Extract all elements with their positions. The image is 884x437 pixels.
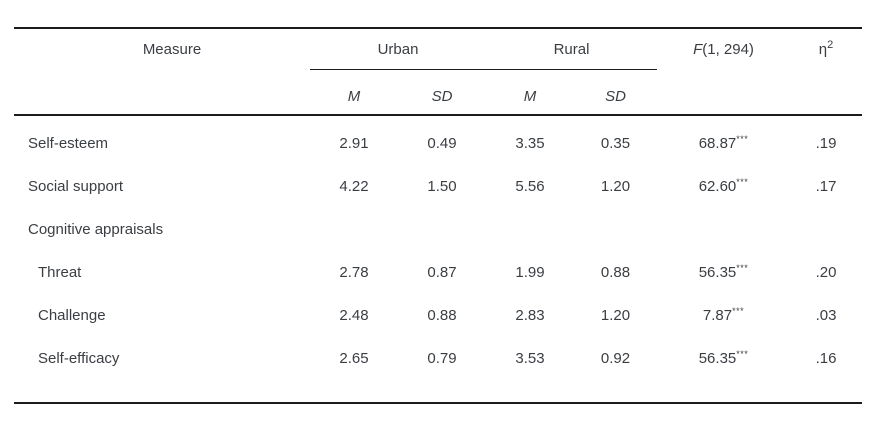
row-label: Threat — [38, 264, 82, 281]
cell-urban-m: 4.22 — [339, 178, 369, 195]
significance-asterisks: *** — [736, 177, 749, 187]
row-label: Cognitive appraisals — [28, 221, 164, 238]
cell-eta-squared: .03 — [815, 307, 837, 324]
empty-header-cell — [14, 88, 310, 96]
measure-column-header: Measure — [142, 40, 202, 58]
header-bottom-rule — [14, 114, 862, 116]
eta-exponent: 2 — [827, 38, 834, 51]
cell-f-statistic: 62.60*** — [657, 177, 790, 196]
empty-header-cell — [657, 88, 790, 96]
cell-urban-sd: 0.79 — [427, 350, 457, 367]
f-value: 56.35 — [698, 350, 737, 367]
eta-squared-column-header: η2 — [790, 38, 862, 58]
urban-sd-header: SD — [431, 87, 453, 105]
cell-urban-m: 2.48 — [339, 307, 369, 324]
significance-asterisks: *** — [736, 263, 749, 273]
row-label: Challenge — [38, 307, 106, 324]
anova-table: Measure Urban Rural F(1, 294) η2 M SD M … — [14, 27, 862, 404]
empty-header-cell — [790, 88, 862, 96]
cell-rural-sd: 0.88 — [600, 264, 631, 281]
cell-f-statistic: 56.35*** — [657, 263, 790, 282]
cell-rural-sd: 0.35 — [600, 135, 631, 152]
table-row-self-efficacy: Self-efficacy 2.65 0.79 3.53 0.92 56.35*… — [14, 337, 862, 380]
cell-urban-sd: 0.87 — [427, 264, 457, 281]
cell-rural-m: 5.56 — [515, 178, 545, 195]
significance-asterisks: *** — [736, 134, 749, 144]
table-top-rule — [14, 27, 862, 29]
cell-rural-m: 3.53 — [515, 350, 545, 367]
row-label: Self-efficacy — [38, 350, 120, 367]
cell-eta-squared: .16 — [815, 350, 837, 367]
cell-eta-squared: .20 — [815, 264, 837, 281]
cell-rural-m: 2.83 — [515, 307, 545, 324]
cell-urban-sd: 1.50 — [427, 178, 457, 195]
cell-eta-squared: .17 — [815, 178, 837, 195]
table-row-cognitive-appraisals: Cognitive appraisals — [14, 208, 862, 251]
urban-mean-header: M — [347, 87, 361, 105]
f-value: 7.87 — [702, 307, 733, 324]
cell-urban-m: 2.91 — [339, 135, 369, 152]
table-group-header-row: Measure Urban Rural F(1, 294) η2 — [14, 29, 862, 69]
cell-urban-m: 2.78 — [339, 264, 369, 281]
table-row-self-esteem: Self-esteem 2.91 0.49 3.35 0.35 68.87***… — [14, 122, 862, 165]
rural-sd-header: SD — [605, 87, 626, 105]
cell-rural-sd: 1.20 — [600, 307, 631, 324]
urban-group-header: Urban — [377, 40, 419, 58]
row-label: Self-esteem — [28, 135, 109, 152]
cell-urban-sd: 0.49 — [427, 135, 457, 152]
significance-asterisks: *** — [732, 306, 745, 316]
rural-group-header: Rural — [553, 40, 590, 58]
f-symbol: F — [693, 40, 703, 58]
table-row-challenge: Challenge 2.48 0.88 2.83 1.20 7.87*** .0… — [14, 294, 862, 337]
cell-rural-sd: 1.20 — [600, 178, 631, 195]
table-end-gap — [14, 380, 862, 402]
urban-rural-spanner-rule — [310, 69, 657, 70]
cell-rural-m: 1.99 — [515, 264, 545, 281]
f-degrees-of-freedom: (1, 294) — [702, 40, 754, 58]
rural-mean-header: M — [523, 87, 537, 105]
significance-asterisks: *** — [736, 349, 749, 359]
table-row-social-support: Social support 4.22 1.50 5.56 1.20 62.60… — [14, 165, 862, 208]
f-value: 62.60 — [698, 178, 737, 195]
eta-symbol: η — [818, 40, 828, 58]
cell-eta-squared: .19 — [815, 135, 837, 152]
f-statistic-column-header: F(1, 294) — [657, 41, 790, 58]
f-value: 56.35 — [698, 264, 737, 281]
cell-f-statistic: 56.35*** — [657, 349, 790, 368]
table-bottom-rule — [14, 402, 862, 404]
cell-urban-sd: 0.88 — [427, 307, 457, 324]
cell-urban-m: 2.65 — [339, 350, 369, 367]
cell-f-statistic: 68.87*** — [657, 134, 790, 153]
cell-rural-sd: 0.92 — [600, 350, 631, 367]
table-row-threat: Threat 2.78 0.87 1.99 0.88 56.35*** .20 — [14, 251, 862, 294]
cell-rural-m: 3.35 — [515, 135, 545, 152]
f-value: 68.87 — [698, 135, 737, 152]
table-sub-header-row: M SD M SD — [14, 70, 862, 114]
cell-f-statistic: 7.87*** — [657, 306, 790, 325]
row-label: Social support — [28, 178, 124, 195]
